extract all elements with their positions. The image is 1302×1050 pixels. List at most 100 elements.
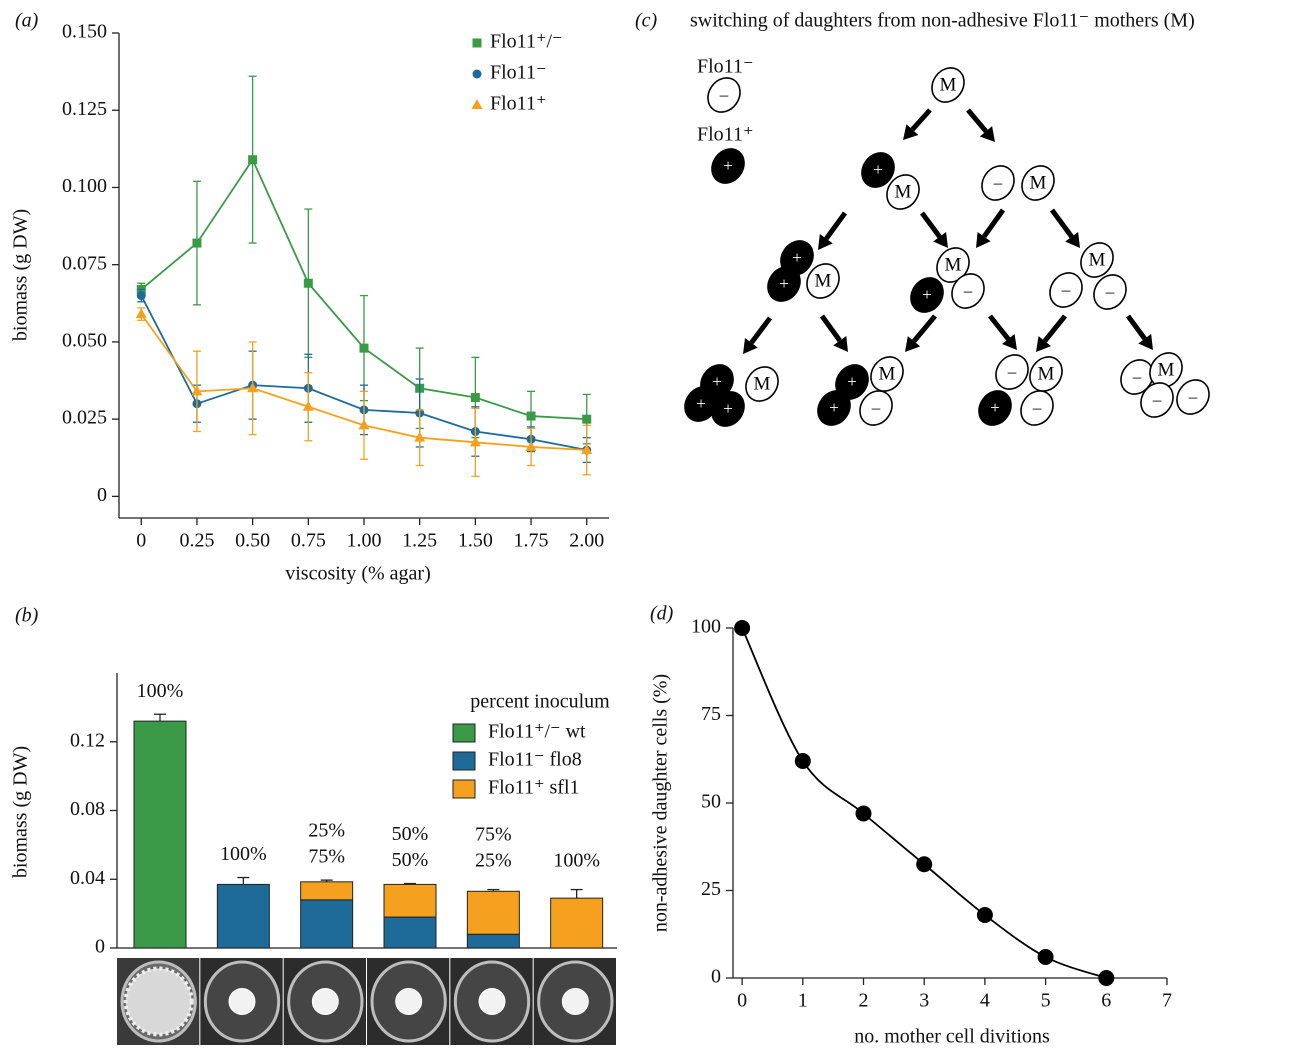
x-tick-label: 2.00 bbox=[569, 530, 604, 552]
data-point bbox=[191, 385, 203, 396]
cell-label: M bbox=[1089, 249, 1106, 270]
arrow-head bbox=[905, 336, 921, 352]
cell-label: M bbox=[1038, 363, 1055, 384]
data-point bbox=[192, 238, 202, 248]
cell-label: + bbox=[829, 398, 839, 417]
cell-label: M bbox=[945, 254, 962, 275]
y-axis-title: biomass (g DW) bbox=[10, 746, 32, 878]
data-point bbox=[1037, 949, 1054, 965]
data-point bbox=[359, 343, 369, 353]
bar-segment bbox=[300, 881, 354, 901]
cell bbox=[910, 277, 944, 313]
y-tick-label: 0.150 bbox=[62, 21, 107, 43]
y-tick-label: 0.04 bbox=[70, 867, 105, 889]
x-tick-label: 0.50 bbox=[235, 530, 270, 552]
y-tick-label: 50 bbox=[701, 791, 721, 813]
cell-label: M bbox=[940, 74, 957, 95]
cell bbox=[707, 77, 741, 113]
data-point bbox=[976, 907, 993, 923]
colony bbox=[228, 988, 256, 1015]
y-tick-label: 0 bbox=[95, 936, 105, 958]
cell-label: + bbox=[696, 394, 706, 413]
cell-label: + bbox=[723, 156, 733, 175]
cell-label: + bbox=[990, 398, 1000, 417]
bar-label: 50% bbox=[392, 823, 429, 845]
x-tick-label: 1 bbox=[798, 990, 808, 1012]
x-axis-title: viscosity (% agar) bbox=[285, 563, 431, 585]
bar-label: 100% bbox=[220, 843, 267, 865]
cell-label: – bbox=[1007, 362, 1017, 381]
data-point bbox=[248, 155, 258, 165]
legend-label: Flo11⁺ sfl1 bbox=[488, 777, 580, 799]
panel-label: (b) bbox=[15, 605, 39, 627]
x-tick-label: 1.25 bbox=[402, 530, 437, 552]
cell bbox=[981, 165, 1015, 201]
arrow-shaft bbox=[749, 316, 773, 345]
colony bbox=[478, 988, 506, 1015]
cell-label: – bbox=[993, 173, 1003, 192]
x-tick-label: 3 bbox=[919, 990, 929, 1012]
legend-title: percent inoculum bbox=[470, 691, 610, 713]
legend-swatch bbox=[452, 779, 476, 799]
legend-label: Flo11⁺/⁻ bbox=[490, 31, 563, 53]
cell-label: M bbox=[754, 373, 771, 394]
arrow-head bbox=[743, 338, 758, 354]
arrow-head bbox=[818, 233, 833, 250]
arrow-head bbox=[933, 231, 948, 248]
arrow-shaft bbox=[912, 314, 937, 343]
legend-label: Flo11⁻ bbox=[697, 56, 754, 78]
data-point bbox=[794, 753, 811, 769]
bar-label: 75% bbox=[475, 824, 512, 846]
cell bbox=[1140, 382, 1174, 418]
y-axis-title: biomass (g DW) bbox=[10, 209, 32, 341]
cell-label: – bbox=[1061, 280, 1071, 299]
x-tick-label: 6 bbox=[1101, 990, 1111, 1012]
cell-label: – bbox=[1152, 390, 1162, 409]
bar-segment bbox=[550, 897, 604, 949]
colony bbox=[311, 988, 339, 1015]
cell bbox=[711, 391, 745, 427]
y-tick-label: 0.08 bbox=[70, 798, 105, 820]
cell-label: – bbox=[1188, 387, 1198, 406]
arrow-head bbox=[1002, 334, 1017, 350]
data-point bbox=[855, 805, 872, 822]
bar-segment bbox=[466, 890, 520, 935]
x-tick-label: 5 bbox=[1041, 990, 1051, 1012]
cell bbox=[817, 390, 851, 426]
arrow-head bbox=[903, 124, 919, 140]
data-point bbox=[302, 400, 314, 411]
arrow-shaft bbox=[1042, 314, 1067, 343]
data-point bbox=[470, 393, 480, 403]
arrow-shaft bbox=[988, 314, 1011, 341]
bar-segment bbox=[383, 916, 437, 949]
cell-label: – bbox=[1132, 367, 1142, 386]
y-tick-label: 0.100 bbox=[62, 175, 107, 197]
cell-label: + bbox=[723, 399, 733, 418]
cell-label: – bbox=[963, 281, 973, 300]
bar-segment bbox=[383, 883, 437, 918]
cell-label: + bbox=[922, 285, 932, 304]
cell bbox=[711, 148, 745, 184]
cell-label: M bbox=[815, 270, 832, 291]
arrow-head bbox=[1138, 333, 1153, 350]
x-tick-label: 1.75 bbox=[514, 530, 549, 552]
arrow-shaft bbox=[910, 108, 932, 132]
data-point bbox=[1098, 970, 1115, 986]
cell bbox=[978, 390, 1012, 426]
arrow-shaft bbox=[919, 211, 942, 239]
data-point bbox=[734, 620, 751, 636]
y-axis-title: non-adhesive daughter cells (%) bbox=[650, 674, 672, 932]
cell bbox=[995, 354, 1029, 390]
x-tick-label: 0.25 bbox=[179, 530, 214, 552]
y-tick-label: 0.12 bbox=[70, 729, 105, 751]
data-point bbox=[247, 382, 259, 393]
data-point bbox=[135, 308, 147, 319]
legend-label: Flo11⁺/⁻ wt bbox=[488, 721, 586, 743]
cell-label: + bbox=[792, 248, 802, 267]
legend-swatch bbox=[452, 723, 476, 743]
cell-label: + bbox=[712, 372, 722, 391]
arrow-shaft bbox=[966, 108, 988, 133]
arrow-head bbox=[976, 231, 991, 248]
cell-label: M bbox=[895, 181, 912, 202]
bar-segment bbox=[216, 883, 270, 949]
